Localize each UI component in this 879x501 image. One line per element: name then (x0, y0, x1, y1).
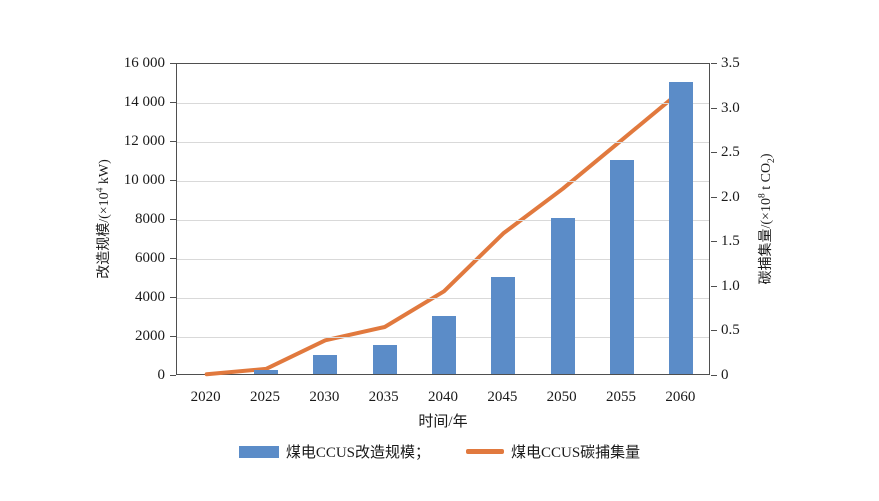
axis-tick (711, 285, 717, 287)
x-axis-tick-label: 2035 (368, 389, 399, 405)
x-axis-title: 时间/年 (418, 414, 468, 430)
left-axis-title-sup: 4 (95, 187, 106, 193)
left-axis-tick-label: 16 000 (123, 55, 165, 71)
left-axis-title-text: 改造规模/(×10 (97, 192, 112, 279)
left-axis-tick-label: 0 (157, 367, 166, 383)
right-axis-tick-label: 2.5 (721, 144, 740, 161)
axis-tick (170, 336, 176, 337)
axis-tick (711, 196, 717, 198)
bar-2035 (372, 344, 397, 374)
right-axis-tick-label: 1.5 (721, 233, 740, 250)
gridline (177, 142, 709, 143)
right-axis-title: 碳捕集量/(×108 t CO2) (755, 153, 777, 285)
x-axis-tick-label: 2050 (546, 389, 577, 405)
x-axis-tick-label: 2040 (428, 389, 458, 405)
right-axis-tick-label: 3.5 (721, 55, 740, 71)
axis-tick (711, 241, 717, 243)
right-axis-tick-label: 0.5 (721, 322, 740, 339)
bar-2040 (432, 315, 456, 374)
x-axis-tick-label: 2020 (190, 389, 221, 405)
line-series-swatch-icon (466, 449, 504, 454)
gridline (177, 259, 709, 260)
right-axis-tick-label: 3.0 (721, 99, 740, 116)
gridline (177, 220, 709, 221)
left-axis-tick-label: 12 000 (123, 133, 165, 149)
bar-2045 (491, 276, 516, 374)
capture-line-layer (204, 88, 684, 377)
axis-tick (170, 63, 176, 64)
axis-tick (711, 330, 717, 332)
axis-tick (170, 180, 176, 181)
bar-2055 (610, 159, 634, 374)
axis-tick (170, 258, 176, 259)
bar-2025 (254, 370, 278, 374)
right-axis-title-sub: 2 (766, 158, 777, 163)
x-axis-tick-label: 2045 (487, 389, 518, 405)
legend: 煤电CCUS改造规模； 煤电CCUS碳捕集量 (0, 441, 879, 462)
left-axis-tick-label: 8000 (135, 211, 165, 227)
axis-tick (170, 102, 176, 103)
left-axis-title-unit: kW) (97, 159, 112, 188)
right-axis-title-text: 碳捕集量/(×10 (759, 198, 774, 285)
axis-tick (711, 107, 717, 109)
axis-tick (170, 297, 176, 298)
x-axis-tick-label: 2030 (309, 389, 340, 405)
left-axis-title: 改造规模/(×104 kW) (93, 159, 113, 279)
axis-tick (170, 141, 176, 142)
axis-tick (711, 375, 717, 376)
bar-2030 (313, 354, 338, 374)
plot-area (176, 63, 710, 377)
left-axis-tick-label: 14 000 (123, 94, 165, 110)
left-axis-tick-label: 4000 (135, 289, 165, 305)
gridline (177, 181, 709, 182)
axis-tick (170, 375, 176, 376)
axis-tick (170, 219, 176, 220)
bar-2060 (669, 81, 694, 374)
legend-line-label: 煤电CCUS碳捕集量 (511, 445, 641, 461)
right-axis-tick-label: 2.0 (721, 188, 740, 205)
bar-series-swatch-icon (238, 445, 279, 458)
right-axis-tick-label: 1.0 (721, 277, 740, 294)
gridline (177, 103, 709, 104)
bar-2050 (550, 218, 575, 374)
left-axis-tick-label: 6000 (135, 250, 165, 266)
x-axis-tick-label: 2060 (665, 389, 696, 405)
legend-item-bar-series: 煤电CCUS改造规模； (238, 441, 430, 462)
legend-item-line-series: 煤电CCUS碳捕集量 (466, 441, 640, 462)
gridline (177, 298, 709, 299)
legend-bar-label: 煤电CCUS改造规模； (285, 445, 430, 461)
axis-tick (711, 63, 717, 64)
left-axis-tick-label: 2000 (135, 328, 165, 344)
right-axis-title-close: ) (759, 153, 774, 159)
axis-tick (711, 152, 717, 154)
right-axis-tick-label: 0 (721, 367, 729, 383)
right-axis-title-unit: t CO (759, 162, 774, 194)
x-axis-tick-label: 2055 (606, 389, 636, 405)
right-axis-title-sup: 8 (757, 193, 768, 199)
x-axis-tick-label: 2025 (250, 389, 280, 405)
left-axis-tick-label: 10 000 (123, 172, 165, 188)
capture-line (204, 88, 684, 377)
